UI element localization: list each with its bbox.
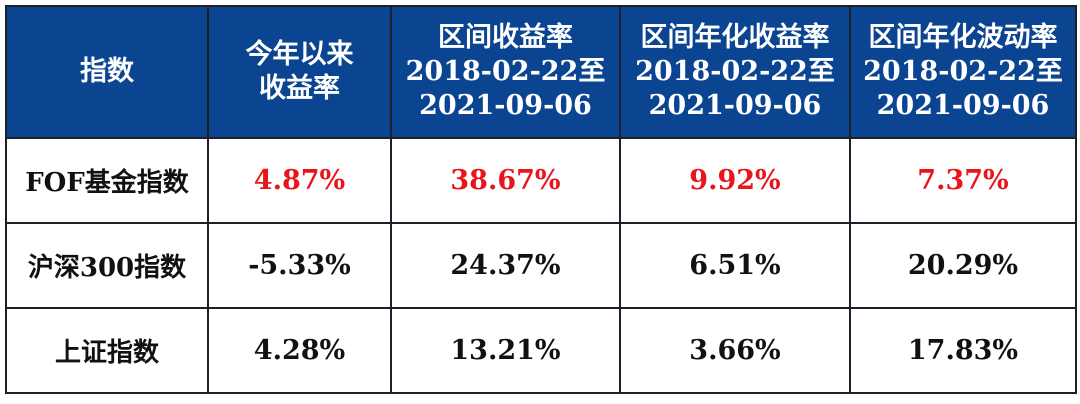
row-label: FOF基金指数 — [5, 137, 209, 224]
value-cell: -5.33% — [207, 222, 392, 309]
value-cell: 38.67% — [390, 137, 621, 224]
value-cell: 20.29% — [849, 222, 1077, 309]
header-line: 2021-09-06 — [876, 90, 1050, 121]
row-label: 沪深300指数 — [5, 222, 209, 309]
header-line: 2021-09-06 — [648, 90, 822, 121]
value-cell: 13.21% — [390, 307, 621, 394]
table-row: 上证指数 4.28% 13.21% 3.66% 17.83% — [5, 307, 1077, 394]
value-cell: 4.87% — [207, 137, 392, 224]
header-cell: 区间年化收益率 2018-02-22至 2021-09-06 — [619, 5, 851, 139]
header-line: 区间年化波动率 — [868, 22, 1058, 53]
table-body: FOF基金指数 4.87% 38.67% 9.92% 7.37% 沪深300指数 -5.33… — [5, 137, 1077, 394]
header-cell: 今年以来 收益率 — [207, 5, 392, 139]
value-cell: 17.83% — [849, 307, 1077, 394]
header-cell: 指数 — [5, 5, 209, 139]
value-cell: 6.51% — [619, 222, 851, 309]
header-line: 今年以来 — [245, 39, 354, 70]
value-cell: 4.28% — [207, 307, 392, 394]
header-line: 2018-02-22至 — [405, 56, 606, 87]
header-line: 2018-02-22至 — [863, 56, 1063, 87]
table-row: FOF基金指数 4.87% 38.67% 9.92% 7.37% — [5, 137, 1077, 224]
value-cell: 7.37% — [849, 137, 1077, 224]
header-line: 收益率 — [259, 73, 340, 104]
header-line: 2018-02-22至 — [635, 56, 835, 87]
header-line: 2021-09-06 — [419, 90, 592, 121]
header-line: 指数 — [80, 56, 134, 87]
header-cell: 区间年化波动率 2018-02-22至 2021-09-06 — [849, 5, 1077, 139]
header-line: 区间收益率 — [438, 22, 573, 53]
table-row: 沪深300指数 -5.33% 24.37% 6.51% 20.29% — [5, 222, 1077, 309]
value-cell: 3.66% — [619, 307, 851, 394]
value-cell: 24.37% — [390, 222, 621, 309]
data-table: 指数 今年以来 收益率 区间收益率 2018-02-22至 2021-09-06 区间年化收… — [5, 5, 1077, 394]
row-label: 上证指数 — [5, 307, 209, 394]
header-line: 区间年化收益率 — [640, 22, 830, 53]
header-cell: 区间收益率 2018-02-22至 2021-09-06 — [390, 5, 621, 139]
header-row: 指数 今年以来 收益率 区间收益率 2018-02-22至 2021-09-06 区间年化收… — [5, 5, 1077, 139]
value-cell: 9.92% — [619, 137, 851, 224]
